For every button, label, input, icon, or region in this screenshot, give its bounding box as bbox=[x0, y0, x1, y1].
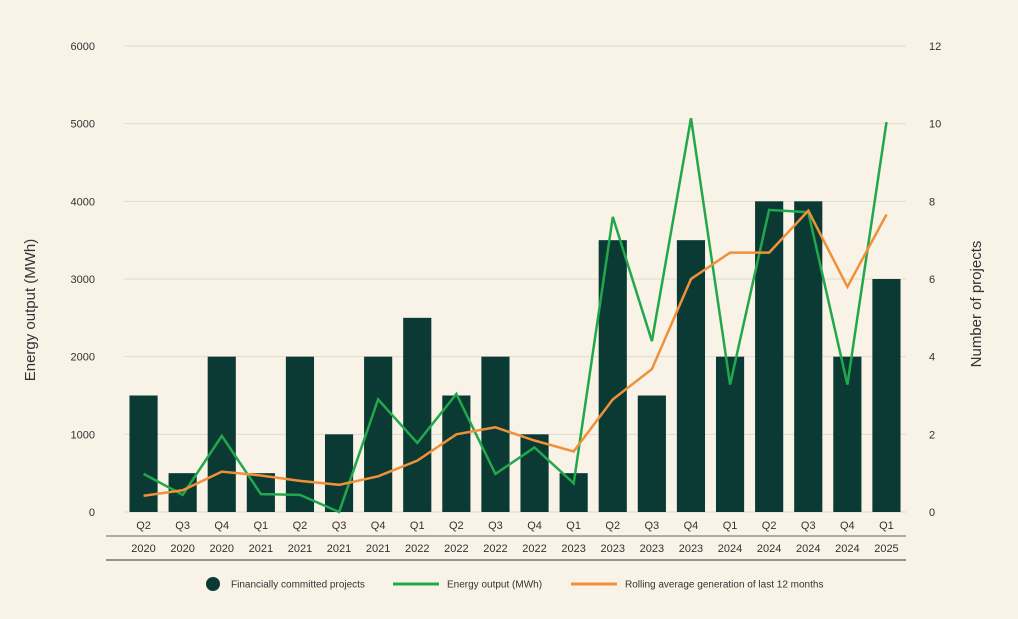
y-tick-right: 0 bbox=[929, 507, 935, 519]
x-tick-year: 2020 bbox=[170, 543, 194, 555]
y-tick-right: 4 bbox=[929, 352, 935, 364]
left-axis-ticks: 0 1000 2000 3000 4000 5000 6000 bbox=[71, 41, 95, 519]
x-tick-quarter: Q4 bbox=[684, 520, 699, 532]
y-tick-left: 0 bbox=[89, 507, 95, 519]
y-tick-left: 5000 bbox=[71, 119, 95, 131]
y-tick-left: 6000 bbox=[71, 41, 95, 53]
y-tick-right: 8 bbox=[929, 196, 935, 208]
x-tick-year: 2023 bbox=[679, 543, 703, 555]
bar bbox=[637, 395, 666, 512]
bar bbox=[129, 395, 158, 512]
x-tick-quarter: Q3 bbox=[332, 520, 347, 532]
bar bbox=[676, 240, 706, 512]
series-line bbox=[143, 208, 888, 497]
bar bbox=[403, 317, 432, 512]
x-tick-quarter: Q2 bbox=[449, 520, 464, 532]
x-tick-year: 2024 bbox=[718, 543, 742, 555]
x-tick-year: 2021 bbox=[327, 543, 351, 555]
x-tick-year: 2020 bbox=[210, 543, 234, 555]
x-tick-quarter: Q3 bbox=[488, 520, 503, 532]
bar bbox=[324, 434, 354, 512]
x-tick-year: 2022 bbox=[483, 543, 507, 555]
x-tick-quarter: Q2 bbox=[605, 520, 620, 532]
x-tick-year: 2024 bbox=[796, 543, 820, 555]
y-tick-left: 3000 bbox=[71, 274, 95, 286]
x-tick-year: 2022 bbox=[522, 543, 546, 555]
x-tick-quarter: Q4 bbox=[371, 520, 386, 532]
x-tick-quarter: Q1 bbox=[410, 520, 425, 532]
y-tick-left: 4000 bbox=[71, 196, 95, 208]
x-tick-year: 2023 bbox=[640, 543, 664, 555]
bar bbox=[872, 279, 901, 512]
x-tick-year: 2024 bbox=[835, 543, 859, 555]
x-tick-year: 2022 bbox=[405, 543, 429, 555]
legend-label: Rolling average generation of last 12 mo… bbox=[625, 580, 823, 591]
bar bbox=[481, 356, 510, 512]
x-tick-quarter: Q3 bbox=[175, 520, 190, 532]
y-tick-left: 2000 bbox=[71, 352, 95, 364]
x-tick-quarter: Q1 bbox=[879, 520, 894, 532]
x-tick-year: 2022 bbox=[444, 543, 468, 555]
x-tick-quarter: Q1 bbox=[254, 520, 269, 532]
x-tick-quarter: Q3 bbox=[801, 520, 816, 532]
legend: Financially committed projects Energy out… bbox=[206, 577, 823, 591]
x-tick-year: 2021 bbox=[249, 543, 273, 555]
x-tick-year: 2023 bbox=[561, 543, 585, 555]
x-tick-year: 2024 bbox=[757, 543, 781, 555]
right-axis-ticks: 0 2 4 6 8 10 12 bbox=[929, 41, 941, 519]
y-axis-label-right: Number of projects bbox=[968, 241, 985, 368]
x-tick-quarter: Q2 bbox=[762, 520, 777, 532]
y-tick-right: 6 bbox=[929, 274, 935, 286]
bar bbox=[794, 201, 823, 513]
x-tick-quarter: Q1 bbox=[566, 520, 581, 532]
x-tick-year: 2025 bbox=[874, 543, 898, 555]
y-tick-right: 12 bbox=[929, 41, 941, 53]
x-tick-quarter: Q4 bbox=[527, 520, 542, 532]
legend-label: Financially committed projects bbox=[231, 580, 365, 591]
legend-swatch-bar bbox=[206, 577, 220, 591]
x-tick-year: 2020 bbox=[131, 543, 155, 555]
series-line bbox=[143, 117, 888, 514]
x-tick-year: 2023 bbox=[601, 543, 625, 555]
x-tick-quarter: Q2 bbox=[293, 520, 308, 532]
x-axis: Q2 2020 Q3 2020 Q4 2020 Q1 2021 Q2 2021 Q3 2021 Q4 20… bbox=[106, 520, 906, 561]
legend-label: Energy output (MWh) bbox=[447, 580, 542, 591]
x-tick-quarter: Q1 bbox=[723, 520, 738, 532]
x-tick-year: 2021 bbox=[288, 543, 312, 555]
y-tick-right: 10 bbox=[929, 119, 941, 131]
x-tick-quarter: Q4 bbox=[840, 520, 855, 532]
y-tick-left: 1000 bbox=[71, 429, 95, 441]
x-tick-quarter: Q2 bbox=[136, 520, 151, 532]
gridlines bbox=[124, 45, 906, 513]
x-tick-year: 2021 bbox=[366, 543, 390, 555]
bar bbox=[755, 201, 784, 513]
x-tick-quarter: Q3 bbox=[645, 520, 660, 532]
y-tick-right: 2 bbox=[929, 429, 935, 441]
bar bbox=[364, 356, 393, 512]
bar bbox=[285, 356, 315, 512]
y-axis-label-left: Energy output (MWh) bbox=[22, 239, 39, 382]
line-series bbox=[143, 117, 888, 514]
x-tick-quarter: Q4 bbox=[214, 520, 229, 532]
